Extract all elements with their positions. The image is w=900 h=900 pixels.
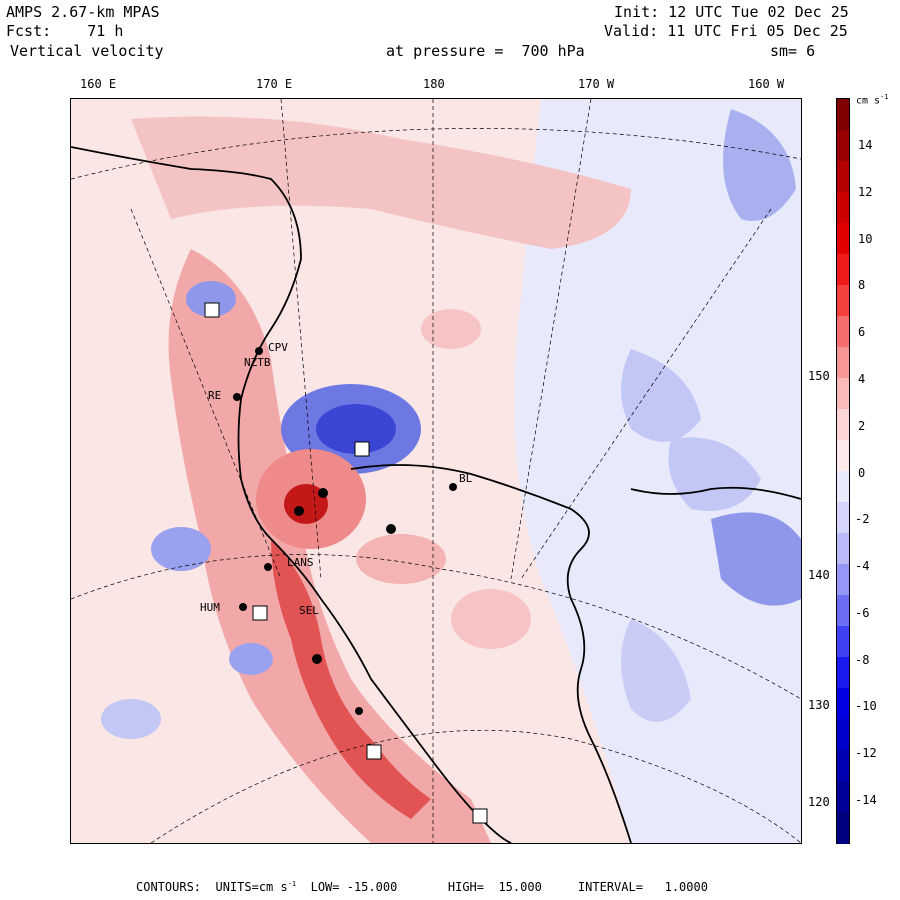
colorbar-segment — [837, 378, 849, 410]
forecast-hour: Fcst: 71 h — [6, 22, 124, 40]
colorbar-tick-label: 0 — [858, 465, 866, 480]
lon-label-160w: 160 W — [748, 77, 785, 91]
colorbar-tick-label: 2 — [858, 418, 866, 433]
smoothing: sm= 6 — [770, 42, 816, 60]
colorbar-segment — [837, 626, 849, 658]
station-label-re: RE — [208, 389, 222, 402]
colorbar-segment — [837, 719, 849, 751]
lon-label-180: 180 — [423, 77, 445, 91]
colorbar-segment — [837, 657, 849, 689]
field-name: Vertical velocity — [10, 42, 164, 60]
init-time: Init: 12 UTC Tue 02 Dec 25 — [614, 3, 849, 21]
positive-patch-c3 — [421, 309, 481, 349]
colorbar-tick-label: -8 — [855, 652, 870, 667]
colorbar-tick-label: 10 — [858, 231, 873, 246]
colorbar-segment — [837, 285, 849, 317]
lon-label-170e: 170 E — [256, 77, 293, 91]
colorbar-tick-label: -4 — [855, 559, 870, 574]
colorbar-tick-label: 6 — [858, 325, 866, 340]
station-label-sel: SEL — [299, 604, 319, 617]
station-label-hum: HUM — [200, 601, 220, 614]
colorbar-segment — [837, 502, 849, 534]
colorbar-segment — [837, 161, 849, 193]
colorbar-tick-label: 4 — [858, 371, 866, 386]
negative-patch-w1 — [186, 281, 236, 317]
boxed-markers — [204, 302, 488, 824]
coastline — [71, 146, 801, 843]
colorbar — [836, 98, 850, 844]
colorbar-tick-label: 8 — [858, 278, 866, 293]
pressure-level: at pressure = 700 hPa — [386, 42, 585, 60]
colorbar-segment — [837, 471, 849, 503]
positive-region-north — [131, 116, 631, 249]
colorbar-segment — [837, 812, 849, 844]
negative-patch-w3 — [229, 643, 273, 675]
negative-patch-w2 — [151, 527, 211, 571]
colorbar-tick-label: 14 — [858, 138, 873, 152]
colorbar-segment — [837, 440, 849, 472]
model-title: AMPS 2.67-km MPAS — [6, 3, 160, 21]
colorbar-segment — [837, 409, 849, 441]
negative-region-east — [514, 99, 801, 843]
colorbar-segment — [837, 564, 849, 596]
positive-ridge-core — [271, 539, 431, 819]
colorbar-segment — [837, 130, 849, 162]
station-markers — [233, 347, 485, 821]
station-label-lans: LANS — [287, 556, 314, 569]
positive-patch-c1 — [356, 534, 446, 584]
colorbar-segment — [837, 316, 849, 348]
colorbar-segment — [837, 595, 849, 627]
colorbar-segment — [837, 781, 849, 813]
valid-time: Valid: 11 UTC Fri 05 Dec 25 — [604, 22, 848, 40]
negative-patch-ne — [723, 109, 796, 221]
lon-label-170w: 170 W — [578, 77, 615, 91]
station-label-cpv: CPV — [268, 341, 288, 354]
colorbar-segment — [837, 99, 849, 131]
colorbar-tick-label: 12 — [858, 184, 873, 199]
negative-cell-core — [316, 404, 396, 454]
colorbar-segment — [837, 533, 849, 565]
lon-label-160e: 160 E — [80, 77, 117, 91]
negative-patch-e1 — [621, 349, 701, 442]
colorbar-tick-label: -2 — [855, 512, 870, 527]
positive-patch-c2 — [451, 589, 531, 649]
colorbar-tick-label: -12 — [855, 746, 877, 761]
station-label-nztb: NZTB — [244, 356, 271, 369]
colorbar-segment — [837, 192, 849, 224]
colorbar-segment — [837, 750, 849, 782]
colorbar-tick-label: -6 — [855, 605, 870, 620]
vertical-velocity-map — [70, 98, 802, 844]
colorbar-segment — [837, 254, 849, 286]
negative-patch-w4 — [101, 699, 161, 739]
colorbar-tick-label: -10 — [855, 699, 877, 714]
colorbar-tick-label: -14 — [855, 793, 877, 807]
colorbar-units: cm s-1 — [856, 93, 889, 107]
colorbar-segment — [837, 223, 849, 255]
positive-ridge-band — [168, 249, 491, 843]
negative-patch-e4 — [621, 619, 691, 722]
contour-info: CONTOURS: UNITS=cm s-1 LOW= -15.000 HIGH… — [136, 880, 708, 894]
map-canvas — [71, 99, 801, 843]
station-label-bl: BL — [459, 472, 473, 485]
colorbar-segment — [837, 688, 849, 720]
colorbar-segment — [837, 347, 849, 379]
negative-patch-e3 — [711, 512, 801, 606]
